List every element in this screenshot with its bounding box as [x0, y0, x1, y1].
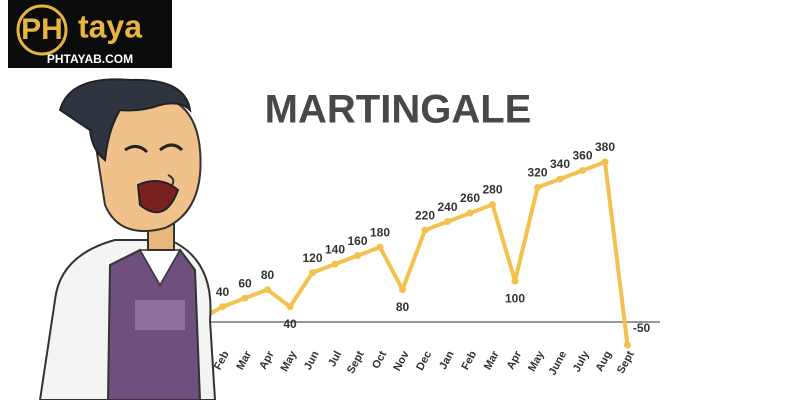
value-label: -50	[633, 321, 651, 335]
point	[489, 201, 496, 209]
logo-name: taya	[78, 8, 142, 44]
point	[444, 218, 451, 226]
logo-bg	[8, 0, 172, 68]
logo-site: PHTAYAB.COM	[47, 52, 133, 66]
character	[38, 78, 217, 400]
mouth	[136, 180, 180, 214]
point	[331, 260, 339, 268]
eyes	[124, 143, 184, 154]
point	[264, 286, 271, 294]
point	[219, 303, 226, 311]
value-label: 380	[595, 140, 615, 154]
point	[399, 286, 406, 294]
point	[376, 243, 384, 251]
value-label: 360	[572, 149, 592, 163]
value-label: 60	[238, 276, 252, 290]
value-label: 260	[460, 191, 480, 205]
value-label: 100	[505, 291, 525, 305]
value-label: 220	[415, 208, 435, 222]
value-label: 240	[437, 200, 457, 214]
chart-title: MARTINGALE	[265, 88, 532, 132]
point	[309, 269, 316, 277]
point	[354, 252, 361, 260]
point	[556, 175, 564, 183]
value-label: 140	[325, 242, 345, 256]
logo-mark: PH	[21, 13, 63, 46]
value-label: 340	[550, 157, 570, 171]
point	[511, 277, 519, 285]
point	[286, 303, 294, 311]
value-label: 160	[347, 234, 367, 248]
value-label: 120	[302, 251, 322, 265]
point	[601, 158, 609, 166]
value-label: 80	[396, 300, 410, 314]
data-line	[199, 160, 630, 346]
value-label: 80	[261, 268, 275, 282]
value-label: 40	[283, 317, 297, 331]
point	[241, 294, 249, 302]
value-label: 320	[527, 166, 547, 180]
point	[421, 226, 429, 234]
value-label: 180	[370, 225, 390, 239]
nose	[167, 174, 175, 186]
hair	[58, 78, 192, 162]
point	[624, 341, 631, 349]
value-label: 40	[216, 285, 230, 299]
value-label: 280	[482, 183, 502, 197]
logo: PH taya PHTAYAB.COM	[8, 0, 172, 68]
logo-ring	[16, 4, 68, 56]
point	[579, 167, 586, 175]
point	[534, 184, 541, 192]
vest-pattern	[135, 300, 185, 330]
point	[466, 209, 474, 217]
